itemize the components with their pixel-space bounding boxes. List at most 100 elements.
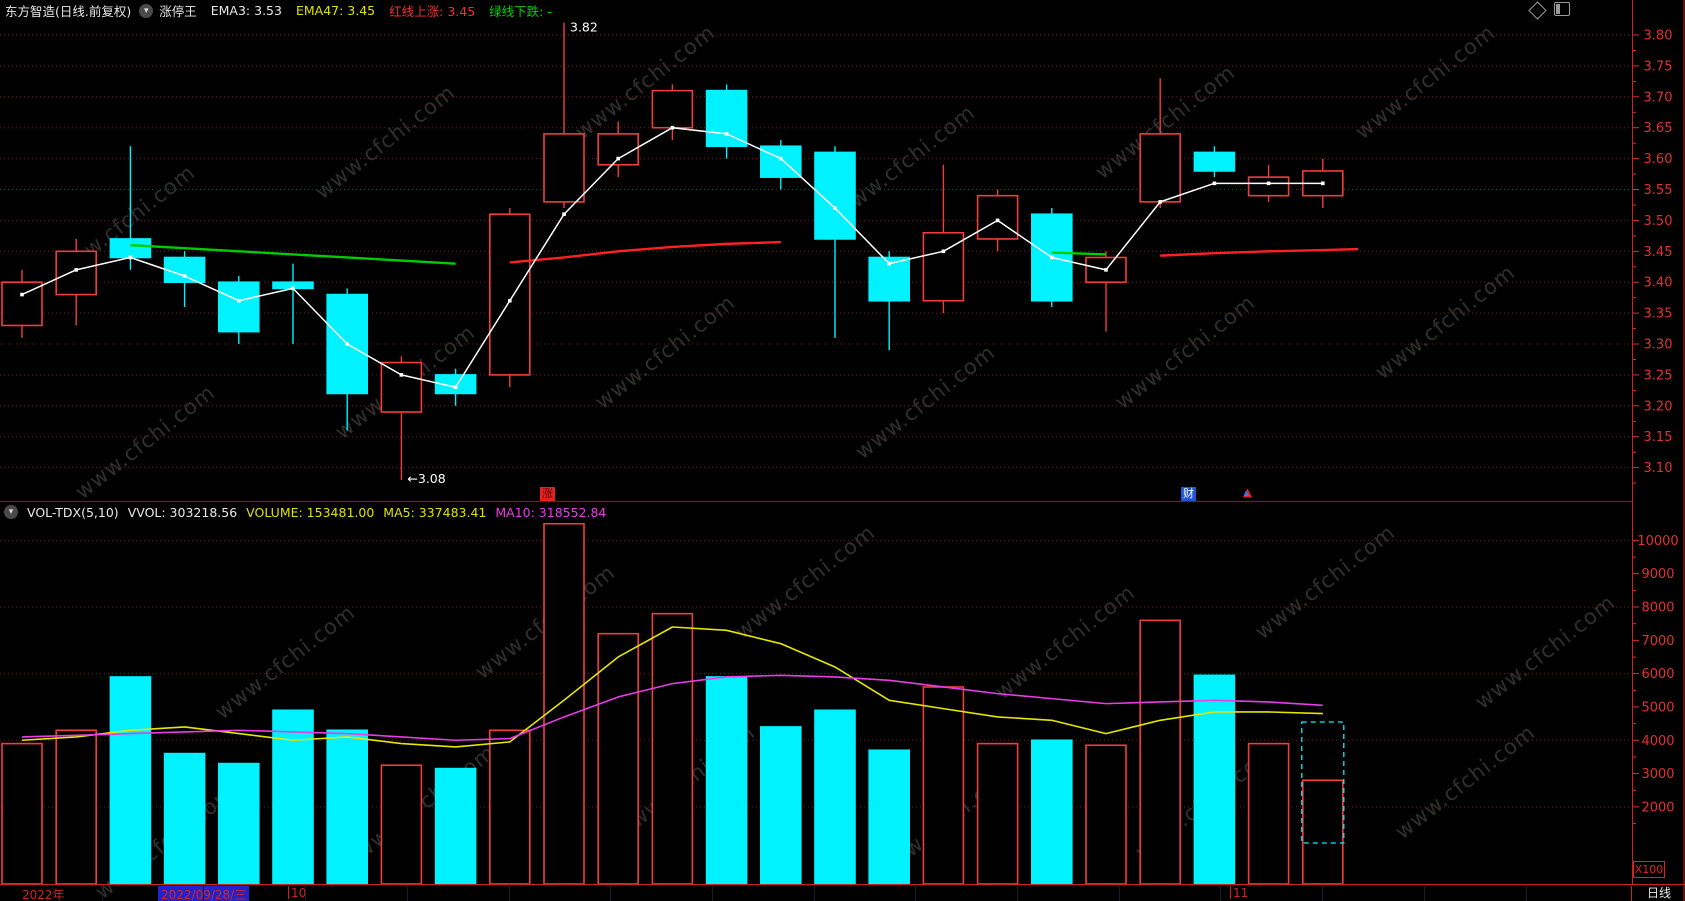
ema3-dot bbox=[1158, 200, 1162, 204]
volume-bar[interactable] bbox=[543, 522, 585, 885]
ema3-dot bbox=[291, 286, 295, 291]
candle[interactable] bbox=[705, 84, 748, 159]
volume-bar[interactable] bbox=[434, 767, 477, 885]
ma5-value: MA5: 337483.41 bbox=[383, 504, 487, 520]
candle-body bbox=[488, 213, 531, 376]
candle-body bbox=[759, 145, 802, 178]
datebar-separator bbox=[712, 886, 713, 901]
volume-bar[interactable] bbox=[55, 729, 98, 885]
candle[interactable] bbox=[488, 208, 531, 388]
ema47-value: EMA47: 3.45 bbox=[295, 3, 376, 18]
ema3-dot bbox=[995, 218, 1000, 223]
candle[interactable] bbox=[1139, 78, 1181, 209]
ema3-dot bbox=[453, 385, 458, 390]
chevron-down-icon[interactable]: ▾ bbox=[4, 505, 18, 519]
candle-body bbox=[163, 256, 206, 284]
volume-header-bar: ▾ VOL-TDX(5,10) VVOL: 303218.56 VOLUME: … bbox=[0, 503, 1620, 521]
date-axis-bar[interactable]: 2022年 2022/09/28/三 10 11 bbox=[0, 886, 1685, 901]
period-selector[interactable]: 日线 bbox=[1631, 886, 1685, 901]
candle[interactable] bbox=[543, 22, 585, 209]
volume-bar[interactable] bbox=[976, 742, 1019, 885]
candle[interactable] bbox=[109, 146, 152, 270]
price-annotation: 3.82 bbox=[570, 20, 598, 35]
datebar-separator bbox=[610, 886, 611, 901]
volume-bar[interactable] bbox=[651, 612, 694, 885]
volume-bar[interactable] bbox=[218, 762, 260, 885]
candle[interactable] bbox=[597, 121, 640, 178]
ema3-dot bbox=[182, 274, 187, 278]
candle[interactable] bbox=[868, 251, 911, 351]
volume-bar[interactable] bbox=[814, 709, 856, 885]
ema3-dot bbox=[779, 156, 783, 161]
price-axis-label: 3.60 bbox=[1644, 152, 1673, 167]
ema47-segment bbox=[1160, 247, 1359, 257]
volume-bar[interactable] bbox=[380, 764, 423, 885]
volume-bar[interactable] bbox=[1302, 779, 1344, 885]
candle[interactable] bbox=[1085, 251, 1127, 332]
volume-bar[interactable] bbox=[109, 676, 152, 885]
volume-bar[interactable] bbox=[163, 752, 206, 885]
volume-bar[interactable] bbox=[1085, 744, 1127, 885]
candle-body bbox=[1247, 176, 1290, 197]
volume-bar[interactable] bbox=[705, 676, 748, 885]
ema3-dot bbox=[1050, 255, 1054, 260]
candle[interactable] bbox=[218, 276, 260, 344]
diamond-icon[interactable] bbox=[1528, 1, 1547, 20]
ma5-line bbox=[21, 626, 1323, 748]
volume-bar[interactable] bbox=[922, 686, 965, 885]
candle[interactable] bbox=[651, 84, 694, 141]
ema3-dot bbox=[20, 292, 24, 297]
price-axis-label: 3.70 bbox=[1644, 90, 1673, 105]
candle[interactable] bbox=[55, 238, 98, 326]
volume-bar[interactable] bbox=[1139, 619, 1181, 885]
price-annotation: ←3.08 bbox=[407, 471, 445, 486]
volume-grid: 10000 9000 8000 7000 6000 5000 4000 3000 2000 bbox=[0, 534, 1679, 825]
volume-bar[interactable] bbox=[1193, 674, 1236, 885]
year-label: 2022年 bbox=[22, 888, 65, 901]
ema3-dot bbox=[74, 268, 78, 272]
volume-bar[interactable] bbox=[868, 749, 911, 885]
month-11-label: 11 bbox=[1233, 886, 1249, 900]
price-axis-label: 3.10 bbox=[1644, 461, 1673, 476]
price-axis-label: 3.55 bbox=[1644, 183, 1673, 198]
volume-bar[interactable] bbox=[1247, 742, 1290, 885]
candle[interactable] bbox=[326, 288, 369, 431]
ema3-dot bbox=[887, 261, 891, 266]
price-axis-label: 3.80 bbox=[1644, 29, 1673, 44]
candle[interactable] bbox=[380, 356, 423, 480]
ema3-dot bbox=[1212, 181, 1217, 186]
datebar-separator bbox=[509, 886, 510, 901]
candle-body bbox=[651, 89, 694, 129]
datebar-separator bbox=[1322, 886, 1323, 901]
ema3-dot bbox=[1104, 268, 1108, 272]
volume-bar[interactable] bbox=[1, 742, 43, 885]
candle[interactable] bbox=[922, 164, 965, 314]
volume-bar[interactable] bbox=[326, 729, 369, 885]
window-layout-icon[interactable] bbox=[1554, 2, 1570, 16]
candle[interactable] bbox=[163, 251, 206, 307]
volume-unit-badge: X100 bbox=[1633, 861, 1665, 878]
candle[interactable] bbox=[759, 140, 802, 190]
chevron-down-icon[interactable]: ▾ bbox=[139, 3, 154, 18]
volume-bar[interactable] bbox=[1031, 739, 1073, 885]
volume-axis-label: 7000 bbox=[1641, 634, 1674, 649]
volume-axis-label: 5000 bbox=[1641, 700, 1674, 715]
volume-bar[interactable] bbox=[759, 726, 802, 885]
candle[interactable] bbox=[1193, 146, 1236, 178]
volume-axis-label: 4000 bbox=[1641, 734, 1674, 749]
ema3-dot bbox=[670, 125, 675, 130]
price-axis-label: 3.30 bbox=[1644, 338, 1673, 353]
volume-bar[interactable] bbox=[272, 709, 314, 885]
candle[interactable] bbox=[1, 269, 43, 338]
candle[interactable] bbox=[814, 146, 856, 338]
volume-bar[interactable] bbox=[597, 632, 640, 885]
triangle-inner-icon: ▲ bbox=[1243, 489, 1249, 497]
ema3-dot bbox=[237, 298, 241, 303]
volume-bar[interactable] bbox=[488, 729, 531, 885]
ema3-line bbox=[20, 125, 1325, 390]
candle[interactable] bbox=[434, 368, 477, 406]
candle[interactable] bbox=[272, 263, 314, 344]
candle-body bbox=[922, 231, 965, 302]
